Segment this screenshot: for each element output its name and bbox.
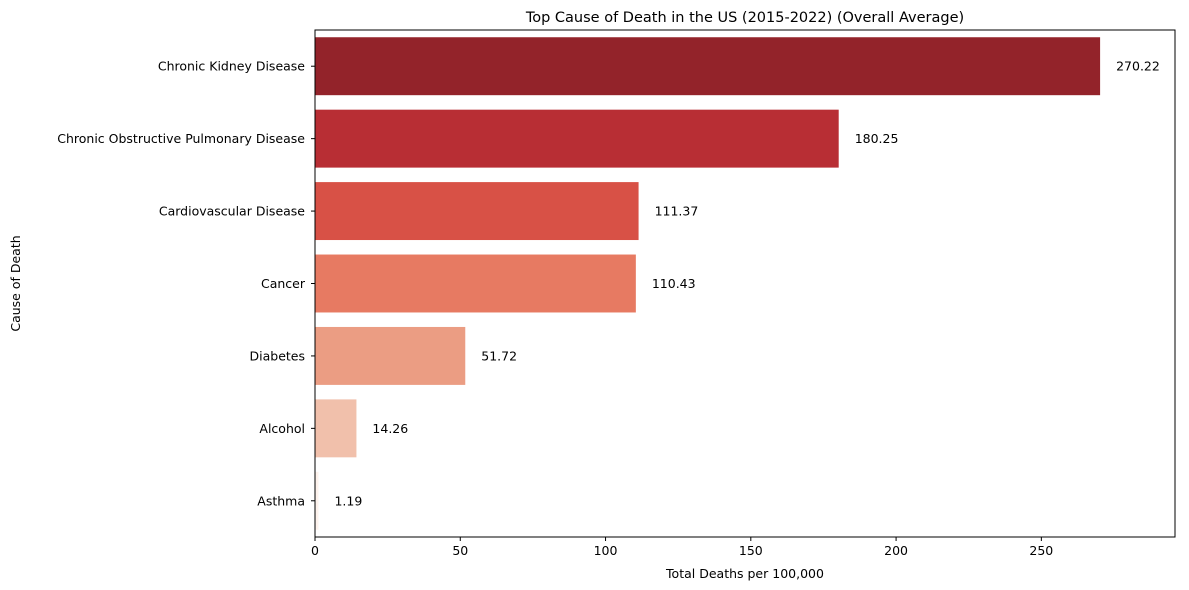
bar-value-label: 51.72 [481, 348, 517, 363]
bar [315, 399, 357, 458]
y-tick-label: Asthma [257, 493, 305, 508]
y-tick-label: Chronic Obstructive Pulmonary Disease [57, 131, 305, 146]
x-axis-ticks: 0 50 100 150 200 250 [311, 537, 1053, 558]
x-tick-label: 50 [452, 543, 468, 558]
bar [315, 109, 839, 168]
x-tick-label: 250 [1029, 543, 1053, 558]
bar [315, 182, 639, 241]
bar-value-label: 110.43 [652, 276, 696, 291]
chart-title: Top Cause of Death in the US (2015-2022)… [525, 10, 964, 26]
y-tick-label: Chronic Kidney Disease [158, 59, 305, 74]
x-tick-label: 200 [884, 543, 908, 558]
bar-value-label: 1.19 [334, 493, 362, 508]
bar [315, 254, 636, 313]
y-tick-label: Diabetes [250, 348, 306, 363]
x-tick-label: 0 [311, 543, 319, 558]
x-tick-label: 150 [739, 543, 763, 558]
bar [315, 471, 319, 530]
y-tick-label: Cardiovascular Disease [159, 204, 305, 219]
y-axis-ticks: Chronic Kidney Disease Chronic Obstructiv… [57, 59, 315, 508]
bars-group [315, 37, 1101, 530]
bar [315, 326, 466, 385]
y-tick-label: Alcohol [259, 421, 305, 436]
x-tick-label: 100 [594, 543, 618, 558]
x-axis-label: Total Deaths per 100,000 [665, 566, 824, 581]
y-tick-label: Cancer [261, 276, 306, 291]
bar-value-label: 111.37 [655, 204, 699, 219]
value-labels-group: 270.22 180.25 111.37 110.43 51.72 14.26 1.19 [334, 59, 1159, 509]
bar [315, 37, 1101, 96]
y-axis-label: Cause of Death [8, 235, 23, 331]
bar-value-label: 270.22 [1116, 59, 1160, 74]
plot-frame [314, 29, 1176, 538]
bar-value-label: 180.25 [855, 131, 899, 146]
bar-value-label: 14.26 [372, 421, 408, 436]
